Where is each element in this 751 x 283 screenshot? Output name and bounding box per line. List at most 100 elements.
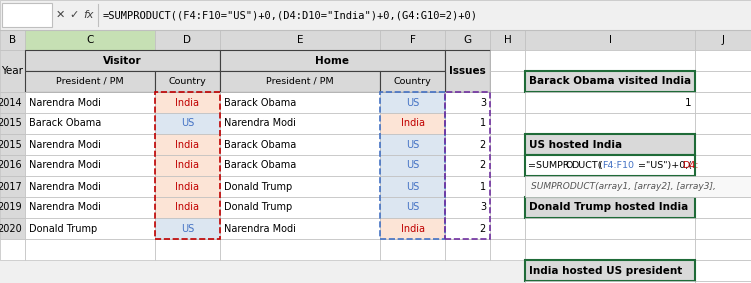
Text: US: US	[406, 203, 419, 213]
Bar	[525, 113, 695, 134]
Text: 2014: 2014	[0, 98, 22, 108]
Text: US: US	[181, 224, 194, 233]
Bar	[220, 71, 380, 92]
Bar	[445, 155, 490, 176]
Text: Issues: Issues	[449, 66, 486, 76]
Text: =SUMPRODUCT((F4:F10="US")+0,(D4:D10="India")+0,(G4:G10=2)+0): =SUMPRODUCT((F4:F10="US")+0,(D4:D10="Ind…	[103, 10, 478, 20]
Bar	[2, 3, 52, 27]
Bar	[0, 30, 25, 50]
Text: US: US	[181, 119, 194, 128]
Bar	[490, 155, 525, 176]
Bar	[525, 30, 695, 50]
Bar	[0, 218, 25, 239]
Bar	[695, 134, 751, 155]
Text: 1: 1	[684, 98, 691, 108]
Text: India: India	[176, 203, 200, 213]
Bar	[220, 30, 380, 50]
Text: G: G	[463, 35, 472, 45]
Bar	[695, 71, 751, 92]
Bar	[695, 92, 751, 113]
Text: 2020: 2020	[0, 224, 22, 233]
Text: Narendra Modi: Narendra Modi	[224, 224, 296, 233]
Bar	[490, 176, 525, 197]
Text: 3: 3	[480, 98, 486, 108]
Bar	[445, 50, 490, 92]
Text: Country: Country	[169, 77, 207, 86]
Bar	[25, 134, 155, 155]
Bar	[155, 92, 220, 239]
Bar	[25, 50, 220, 71]
Text: India: India	[400, 224, 424, 233]
Text: Narendra Modi: Narendra Modi	[29, 98, 101, 108]
Bar	[490, 113, 525, 134]
Bar	[155, 30, 220, 50]
Text: India: India	[176, 160, 200, 170]
Bar	[0, 0, 751, 30]
Text: E: E	[297, 35, 303, 45]
Bar	[490, 134, 525, 155]
Bar	[445, 30, 490, 50]
Bar	[380, 218, 445, 239]
Text: F4:F10: F4:F10	[602, 161, 634, 170]
Text: Narendra Modi: Narendra Modi	[29, 160, 101, 170]
Text: (: (	[598, 161, 602, 170]
Bar	[380, 197, 445, 218]
Text: President / PM: President / PM	[266, 77, 333, 86]
Bar	[25, 239, 155, 260]
Bar	[525, 281, 695, 283]
Bar	[380, 113, 445, 134]
Bar	[525, 71, 695, 92]
Text: Year: Year	[2, 66, 23, 76]
Text: India hosted US president: India hosted US president	[529, 265, 682, 275]
Bar	[695, 176, 751, 197]
Bar	[695, 155, 751, 176]
Bar	[525, 155, 695, 176]
Text: India: India	[400, 119, 424, 128]
Text: C: C	[86, 35, 94, 45]
Bar	[490, 218, 525, 239]
Bar	[695, 50, 751, 71]
Bar	[445, 92, 490, 239]
Bar	[155, 113, 220, 134]
Bar	[695, 218, 751, 239]
Bar	[220, 218, 380, 239]
Text: Narendra Modi: Narendra Modi	[29, 140, 101, 149]
Bar	[380, 71, 445, 92]
Text: D: D	[183, 35, 192, 45]
Text: Barack Obama: Barack Obama	[224, 98, 296, 108]
Bar	[525, 176, 751, 197]
Bar	[445, 197, 490, 218]
Text: US: US	[406, 140, 419, 149]
Bar	[695, 155, 751, 176]
Text: India: India	[176, 140, 200, 149]
Bar	[525, 239, 695, 260]
Text: D4:: D4:	[682, 161, 698, 170]
Bar	[0, 239, 25, 260]
Text: 2: 2	[480, 160, 486, 170]
Text: SUMPRODUCT(array1, [array2], [array3],: SUMPRODUCT(array1, [array2], [array3],	[531, 182, 716, 191]
Bar	[0, 155, 25, 176]
Bar	[25, 113, 155, 134]
Text: fx: fx	[84, 10, 94, 20]
Text: Visitor: Visitor	[103, 55, 142, 65]
Bar	[695, 50, 751, 71]
Bar	[695, 134, 751, 155]
Text: Narendra Modi: Narendra Modi	[29, 181, 101, 192]
Bar	[695, 281, 751, 283]
Bar	[380, 155, 445, 176]
Bar	[220, 176, 380, 197]
Bar	[695, 176, 751, 197]
Bar	[445, 239, 490, 260]
Bar	[25, 71, 155, 92]
Bar	[0, 197, 25, 218]
Bar	[220, 155, 380, 176]
Bar	[695, 197, 751, 218]
Text: US hosted India: US hosted India	[529, 140, 622, 149]
Bar	[525, 239, 695, 260]
Bar	[525, 50, 695, 71]
Text: B: B	[9, 35, 16, 45]
Text: 1: 1	[480, 119, 486, 128]
Text: President / PM: President / PM	[56, 77, 124, 86]
Text: US: US	[406, 181, 419, 192]
Text: 2015: 2015	[0, 119, 22, 128]
